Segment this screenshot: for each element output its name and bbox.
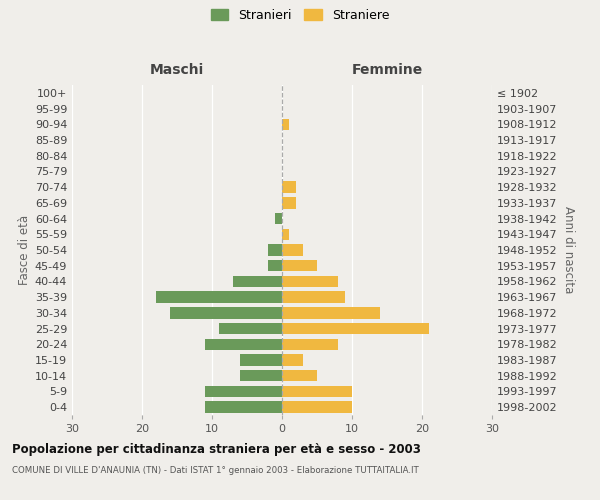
Bar <box>233 276 282 287</box>
Bar <box>282 370 317 382</box>
Bar <box>268 244 282 256</box>
Bar <box>240 354 282 366</box>
Bar <box>205 402 282 413</box>
Bar <box>282 228 289 240</box>
Bar <box>205 338 282 350</box>
Bar <box>282 354 303 366</box>
Text: Femmine: Femmine <box>352 62 422 76</box>
Y-axis label: Fasce di età: Fasce di età <box>17 215 31 285</box>
Bar <box>282 307 380 318</box>
Text: Popolazione per cittadinanza straniera per età e sesso - 2003: Popolazione per cittadinanza straniera p… <box>12 442 421 456</box>
Y-axis label: Anni di nascita: Anni di nascita <box>562 206 575 294</box>
Bar <box>170 307 282 318</box>
Text: Maschi: Maschi <box>150 62 204 76</box>
Bar <box>282 260 317 272</box>
Bar <box>282 182 296 193</box>
Bar <box>282 323 429 334</box>
Bar <box>240 370 282 382</box>
Bar <box>282 276 338 287</box>
Bar <box>282 338 338 350</box>
Bar <box>268 260 282 272</box>
Bar <box>219 323 282 334</box>
Text: COMUNE DI VILLE D'ANAUNIA (TN) - Dati ISTAT 1° gennaio 2003 - Elaborazione TUTTA: COMUNE DI VILLE D'ANAUNIA (TN) - Dati IS… <box>12 466 419 475</box>
Bar <box>205 386 282 397</box>
Bar <box>282 244 303 256</box>
Bar <box>282 386 352 397</box>
Bar <box>282 197 296 208</box>
Legend: Stranieri, Straniere: Stranieri, Straniere <box>211 8 389 22</box>
Bar <box>282 402 352 413</box>
Bar <box>282 292 345 303</box>
Bar <box>156 292 282 303</box>
Bar <box>282 118 289 130</box>
Bar <box>275 213 282 224</box>
